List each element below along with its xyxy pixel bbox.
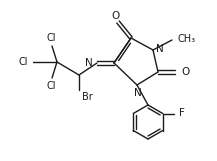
- Text: F: F: [179, 109, 185, 118]
- Text: Cl: Cl: [46, 33, 56, 43]
- Text: Cl: Cl: [46, 81, 56, 91]
- Text: O: O: [111, 11, 119, 21]
- Text: CH₃: CH₃: [177, 34, 195, 44]
- Text: N: N: [134, 88, 142, 98]
- Text: Br: Br: [82, 92, 93, 102]
- Text: O: O: [181, 67, 189, 77]
- Text: N: N: [85, 58, 93, 68]
- Text: N: N: [156, 44, 164, 54]
- Text: Cl: Cl: [18, 57, 28, 67]
